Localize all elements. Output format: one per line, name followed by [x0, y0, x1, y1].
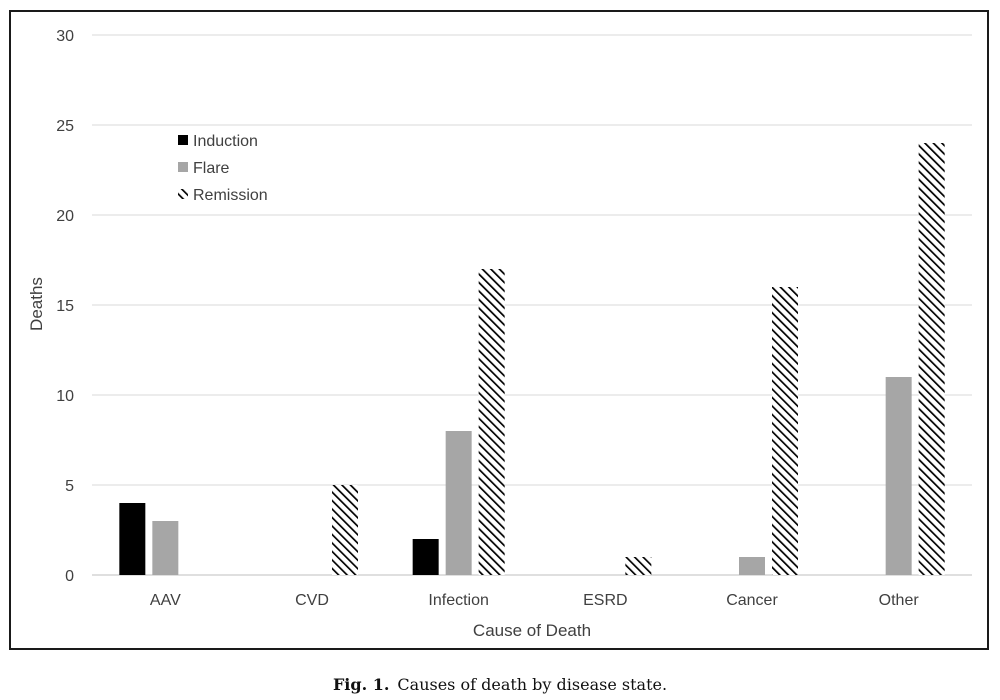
y-tick-label: 5	[65, 478, 74, 495]
x-tick-label: Infection	[428, 592, 488, 609]
y-tick-label: 15	[56, 298, 74, 315]
bar-flare-aav	[152, 521, 179, 575]
figure-caption: Fig. 1. Causes of death by disease state.	[0, 675, 1000, 694]
bar-induction-aav	[119, 503, 146, 575]
bar-remission-cancer	[772, 287, 798, 575]
x-tick-labels: AAV CVD Infection ESRD Cancer Other	[150, 592, 919, 609]
y-axis-title: Deaths	[27, 277, 46, 331]
bar-remission-esrd	[625, 557, 652, 575]
bar-chart: 0 5 10 15 20 25 30 AAV CVD Infection ESRD Cancer Ot…	[27, 28, 972, 640]
bar-remission-infection	[478, 269, 505, 575]
y-tick-label: 10	[56, 388, 74, 405]
legend-swatch-flare	[178, 162, 188, 172]
bar-induction-infection	[412, 539, 439, 575]
y-tick-labels: 0 5 10 15 20 25 30	[56, 28, 74, 585]
bar-flare-infection	[445, 431, 472, 575]
x-tick-label: ESRD	[583, 592, 627, 609]
legend-swatch-induction	[178, 135, 188, 145]
bar-flare-cancer	[739, 557, 765, 575]
y-tick-label: 25	[56, 118, 74, 135]
legend: Induction Flare Remission	[178, 133, 268, 204]
figure-label: Fig. 1.	[332, 675, 390, 694]
x-tick-label: AAV	[150, 592, 181, 609]
y-tick-label: 20	[56, 208, 74, 225]
y-tick-label: 30	[56, 28, 74, 45]
legend-label-induction: Induction	[193, 133, 258, 150]
y-tick-label: 0	[65, 568, 74, 585]
x-axis-title: Cause of Death	[473, 621, 591, 640]
bar-remission-other	[918, 143, 945, 575]
gridlines	[92, 34, 972, 576]
bar-flare-other	[885, 377, 912, 575]
x-tick-label: CVD	[295, 592, 329, 609]
figure-caption-text: Causes of death by disease state.	[397, 675, 668, 694]
x-tick-label: Cancer	[726, 592, 778, 609]
legend-label-remission: Remission	[193, 187, 268, 204]
bars	[119, 143, 945, 575]
x-tick-label: Other	[879, 592, 920, 609]
legend-swatch-remission	[178, 189, 188, 199]
bar-remission-cvd	[332, 485, 358, 575]
legend-label-flare: Flare	[193, 160, 230, 177]
